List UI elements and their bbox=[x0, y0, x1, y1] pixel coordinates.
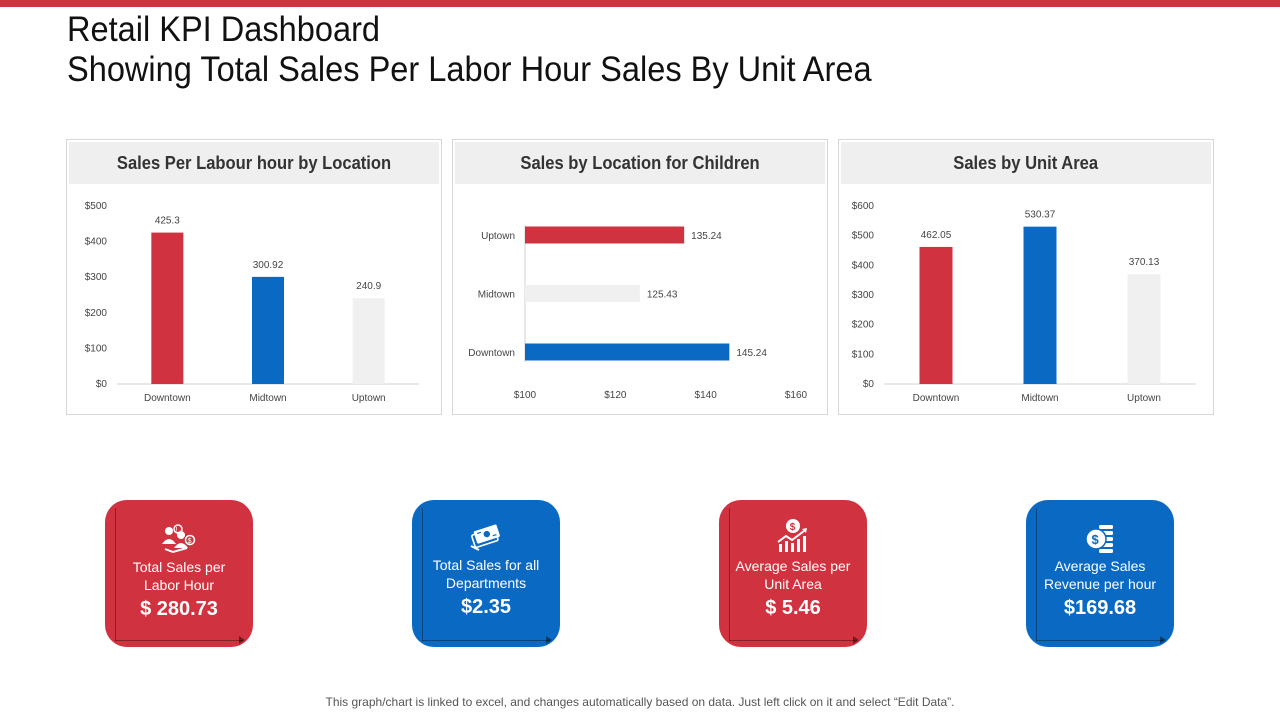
chart-labour-hour[interactable]: $0 $100 $200 $300 $400 $500 425.3 Downtown 300.9… bbox=[67, 140, 441, 414]
sales-growth-icon: $ bbox=[719, 518, 867, 554]
footer-note: This graph/chart is linked to excel, and… bbox=[325, 695, 955, 709]
data-label: 240.9 bbox=[356, 281, 381, 292]
kpi-label: Average Sales Revenue per hour bbox=[1043, 558, 1157, 592]
coin-stack-icon: $ bbox=[1026, 522, 1174, 554]
x-tick-label: Uptown bbox=[1127, 393, 1161, 404]
y-tick-label: $100 bbox=[852, 349, 875, 360]
top-accent-bar bbox=[0, 0, 1280, 7]
x-tick-label: $160 bbox=[785, 390, 808, 401]
kpi-arrow bbox=[1160, 636, 1166, 644]
kpi-label: Total Sales per Labor Hour bbox=[132, 559, 226, 593]
y-tick-label: $500 bbox=[852, 231, 875, 242]
kpi-value: $2.35 bbox=[460, 596, 512, 618]
bar bbox=[352, 298, 385, 384]
data-label: 135.24 bbox=[691, 231, 722, 242]
chart-panel-children[interactable]: Sales by Location for Children $100 $120 $… bbox=[452, 139, 828, 415]
chart-header: Sales by Location for Children bbox=[455, 142, 825, 184]
y-tick-label: $100 bbox=[85, 343, 108, 354]
data-label: 125.43 bbox=[647, 290, 678, 301]
svg-text:$: $ bbox=[188, 538, 192, 545]
bar bbox=[1023, 226, 1057, 384]
data-label: 370.13 bbox=[1129, 257, 1160, 268]
x-tick-label: $100 bbox=[514, 390, 537, 401]
bar bbox=[1127, 274, 1161, 384]
y-tick-label: $0 bbox=[863, 379, 875, 390]
kpi-divider bbox=[1036, 640, 1164, 641]
data-label: 425.3 bbox=[155, 216, 180, 227]
kpi-arrow bbox=[546, 636, 552, 644]
chart-title: Sales by Location for Children bbox=[520, 152, 760, 173]
y-tick-label: $200 bbox=[852, 320, 875, 331]
y-tick-label: $600 bbox=[852, 201, 875, 212]
kpi-value: $ 5.46 bbox=[765, 597, 821, 619]
y-tick-label: $400 bbox=[85, 237, 108, 248]
y-tick-label: Downtown bbox=[468, 348, 515, 359]
x-tick-label: Uptown bbox=[352, 393, 386, 404]
y-tick-label: $400 bbox=[852, 260, 875, 271]
kpi-label: Average Sales per Unit Area bbox=[735, 558, 851, 592]
kpi-arrow bbox=[239, 636, 245, 644]
kpi-divider bbox=[115, 508, 116, 641]
svg-text:$: $ bbox=[1092, 532, 1100, 547]
kpi-card-all-departments[interactable]: Total Sales for all Departments $2.35 bbox=[412, 500, 560, 647]
chart-panel-labour-hour[interactable]: Sales Per Labour hour by Location $0 $100… bbox=[66, 139, 442, 415]
kpi-divider bbox=[115, 640, 243, 641]
kpi-value: $169.68 bbox=[1063, 597, 1137, 619]
svg-text:!: ! bbox=[176, 527, 178, 534]
page-title-line1: Retail KPI Dashboard bbox=[67, 10, 381, 49]
money-cash-icon bbox=[412, 522, 560, 554]
page-title-line2: Showing Total Sales Per Labor Hour Sales… bbox=[67, 50, 872, 89]
x-tick-label: $140 bbox=[695, 390, 718, 401]
kpi-divider bbox=[422, 508, 423, 641]
kpi-divider bbox=[422, 640, 550, 641]
kpi-divider bbox=[1036, 508, 1037, 641]
kpi-value: $ 280.73 bbox=[140, 598, 218, 620]
kpi-divider bbox=[729, 508, 730, 641]
chart-title: Sales Per Labour hour by Location bbox=[116, 152, 392, 173]
y-tick-label: Midtown bbox=[478, 290, 515, 301]
kpi-card-labor-hour[interactable]: ! $ Total Sales per Labor Hour $ 280.73 bbox=[105, 500, 253, 647]
bar bbox=[252, 276, 284, 384]
bar bbox=[919, 246, 953, 384]
bar bbox=[525, 226, 685, 244]
y-tick-label: $200 bbox=[85, 308, 108, 319]
chart-header: Sales by Unit Area bbox=[841, 142, 1211, 184]
kpi-card-revenue-per-hour[interactable]: $ Average Sales Revenue per hour $169.68 bbox=[1026, 500, 1174, 647]
bar bbox=[151, 232, 184, 384]
labor-sales-icon: ! $ bbox=[105, 522, 253, 554]
data-label: 530.37 bbox=[1025, 210, 1056, 221]
bar bbox=[525, 285, 640, 302]
x-tick-label: Midtown bbox=[1021, 393, 1058, 404]
kpi-card-unit-area[interactable]: $ Average Sales per Unit Area $ 5.46 bbox=[719, 500, 867, 647]
y-tick-label: $0 bbox=[96, 379, 108, 390]
kpi-divider bbox=[729, 640, 857, 641]
y-tick-label: $300 bbox=[85, 272, 108, 283]
data-label: 462.05 bbox=[921, 230, 952, 241]
y-tick-label: $500 bbox=[85, 201, 108, 212]
x-tick-label: Downtown bbox=[913, 393, 960, 404]
chart-title: Sales by Unit Area bbox=[953, 152, 1099, 173]
chart-unit-area[interactable]: $0 $100 $200 $300 $400 $500 $600 462.05 Downtown… bbox=[839, 140, 1213, 414]
chart-header: Sales Per Labour hour by Location bbox=[69, 142, 439, 184]
y-tick-label: Uptown bbox=[481, 231, 515, 242]
svg-text:$: $ bbox=[790, 522, 796, 533]
x-tick-label: Downtown bbox=[144, 393, 191, 404]
chart-children[interactable]: $100 $120 $140 $160 135.24 Uptown 125.43 Midtow… bbox=[453, 140, 827, 414]
kpi-arrow bbox=[853, 636, 859, 644]
bar bbox=[525, 343, 730, 361]
data-label: 145.24 bbox=[736, 348, 767, 359]
kpi-label: Total Sales for all Departments bbox=[432, 557, 540, 591]
data-label: 300.92 bbox=[253, 260, 284, 271]
y-tick-label: $300 bbox=[852, 290, 875, 301]
x-tick-label: Midtown bbox=[249, 393, 286, 404]
page-title: Retail KPI Dashboard Showing Total Sales… bbox=[67, 10, 872, 90]
x-tick-label: $120 bbox=[604, 390, 627, 401]
chart-panel-unit-area[interactable]: Sales by Unit Area $0 $100 $200 $300 $400 $50… bbox=[838, 139, 1214, 415]
